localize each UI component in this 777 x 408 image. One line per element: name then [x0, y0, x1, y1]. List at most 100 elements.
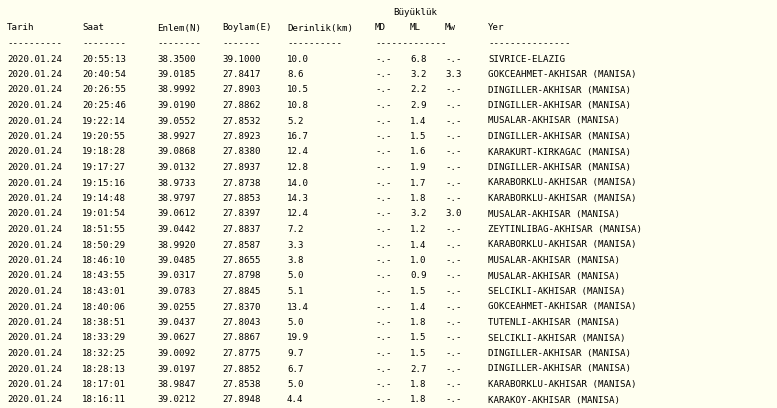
Text: 39.0197: 39.0197: [157, 364, 196, 373]
Text: 27.8923: 27.8923: [222, 132, 260, 141]
Text: 2020.01.24: 2020.01.24: [7, 349, 62, 358]
Text: 27.8837: 27.8837: [222, 225, 260, 234]
Text: -.-: -.-: [375, 225, 392, 234]
Text: -.-: -.-: [375, 55, 392, 64]
Text: 39.0255: 39.0255: [157, 302, 196, 311]
Text: 2020.01.24: 2020.01.24: [7, 287, 62, 296]
Text: 27.8043: 27.8043: [222, 318, 260, 327]
Text: 39.0627: 39.0627: [157, 333, 196, 342]
Text: 39.0442: 39.0442: [157, 225, 196, 234]
Text: -------: -------: [222, 39, 260, 48]
Text: 19:01:54: 19:01:54: [82, 209, 126, 219]
Text: 12.4: 12.4: [287, 209, 309, 219]
Text: 39.0132: 39.0132: [157, 163, 196, 172]
Text: -.-: -.-: [375, 287, 392, 296]
Text: TUTENLI-AKHISAR (MANISA): TUTENLI-AKHISAR (MANISA): [488, 318, 620, 327]
Text: -.-: -.-: [445, 179, 462, 188]
Text: 2020.01.24: 2020.01.24: [7, 318, 62, 327]
Text: 1.8: 1.8: [410, 318, 427, 327]
Text: -.-: -.-: [445, 240, 462, 250]
Text: 18:33:29: 18:33:29: [82, 333, 126, 342]
Text: 2020.01.24: 2020.01.24: [7, 117, 62, 126]
Text: 27.8845: 27.8845: [222, 287, 260, 296]
Text: -.-: -.-: [445, 256, 462, 265]
Text: 3.3: 3.3: [445, 70, 462, 79]
Text: 6.8: 6.8: [410, 55, 427, 64]
Text: 18:17:01: 18:17:01: [82, 380, 126, 389]
Text: 27.8852: 27.8852: [222, 364, 260, 373]
Text: -.-: -.-: [445, 333, 462, 342]
Text: 12.4: 12.4: [287, 148, 309, 157]
Text: MD: MD: [375, 24, 386, 33]
Text: 1.9: 1.9: [410, 163, 427, 172]
Text: Boylam(E): Boylam(E): [222, 24, 271, 33]
Text: 2020.01.24: 2020.01.24: [7, 101, 62, 110]
Text: 27.8380: 27.8380: [222, 148, 260, 157]
Text: Enlem(N): Enlem(N): [157, 24, 201, 33]
Text: 27.8948: 27.8948: [222, 395, 260, 404]
Text: 1.4: 1.4: [410, 302, 427, 311]
Text: -.-: -.-: [375, 240, 392, 250]
Text: 1.7: 1.7: [410, 179, 427, 188]
Text: 18:16:11: 18:16:11: [82, 395, 126, 404]
Text: DINGILLER-AKHISAR (MANISA): DINGILLER-AKHISAR (MANISA): [488, 349, 631, 358]
Text: 2020.01.24: 2020.01.24: [7, 86, 62, 95]
Text: 5.0: 5.0: [287, 318, 304, 327]
Text: 27.8587: 27.8587: [222, 240, 260, 250]
Text: KARABORKLU-AKHISAR (MANISA): KARABORKLU-AKHISAR (MANISA): [488, 194, 636, 203]
Text: -.-: -.-: [445, 364, 462, 373]
Text: -------------: -------------: [375, 39, 447, 48]
Text: MUSALAR-AKHISAR (MANISA): MUSALAR-AKHISAR (MANISA): [488, 117, 620, 126]
Text: 10.0: 10.0: [287, 55, 309, 64]
Text: -.-: -.-: [375, 194, 392, 203]
Text: 3.8: 3.8: [287, 256, 304, 265]
Text: MUSALAR-AKHISAR (MANISA): MUSALAR-AKHISAR (MANISA): [488, 209, 620, 219]
Text: -.-: -.-: [445, 271, 462, 281]
Text: 27.8397: 27.8397: [222, 209, 260, 219]
Text: 39.0190: 39.0190: [157, 101, 196, 110]
Text: 1.5: 1.5: [410, 287, 427, 296]
Text: 3.3: 3.3: [287, 240, 304, 250]
Text: 20:25:46: 20:25:46: [82, 101, 126, 110]
Text: -.-: -.-: [445, 349, 462, 358]
Text: --------: --------: [82, 39, 126, 48]
Text: -.-: -.-: [445, 55, 462, 64]
Text: SELCIKLI-AKHISAR (MANISA): SELCIKLI-AKHISAR (MANISA): [488, 333, 625, 342]
Text: 18:43:01: 18:43:01: [82, 287, 126, 296]
Text: 19:17:27: 19:17:27: [82, 163, 126, 172]
Text: 1.4: 1.4: [410, 117, 427, 126]
Text: DINGILLER-AKHISAR (MANISA): DINGILLER-AKHISAR (MANISA): [488, 132, 631, 141]
Text: 3.2: 3.2: [410, 209, 427, 219]
Text: 2020.01.24: 2020.01.24: [7, 240, 62, 250]
Text: KARABORKLU-AKHISAR (MANISA): KARABORKLU-AKHISAR (MANISA): [488, 380, 636, 389]
Text: 1.2: 1.2: [410, 225, 427, 234]
Text: 39.0437: 39.0437: [157, 318, 196, 327]
Text: 2020.01.24: 2020.01.24: [7, 179, 62, 188]
Text: -.-: -.-: [445, 302, 462, 311]
Text: -.-: -.-: [445, 132, 462, 141]
Text: Yer: Yer: [488, 24, 504, 33]
Text: 3.0: 3.0: [445, 209, 462, 219]
Text: KARABORKLU-AKHISAR (MANISA): KARABORKLU-AKHISAR (MANISA): [488, 179, 636, 188]
Text: 39.1000: 39.1000: [222, 55, 260, 64]
Text: -.-: -.-: [375, 380, 392, 389]
Text: 39.0612: 39.0612: [157, 209, 196, 219]
Text: 2020.01.24: 2020.01.24: [7, 364, 62, 373]
Text: -.-: -.-: [445, 225, 462, 234]
Text: 27.8775: 27.8775: [222, 349, 260, 358]
Text: 2020.01.24: 2020.01.24: [7, 380, 62, 389]
Text: 14.3: 14.3: [287, 194, 309, 203]
Text: -.-: -.-: [445, 395, 462, 404]
Text: -.-: -.-: [445, 380, 462, 389]
Text: 39.0485: 39.0485: [157, 256, 196, 265]
Text: GOKCEAHMET-AKHISAR (MANISA): GOKCEAHMET-AKHISAR (MANISA): [488, 70, 636, 79]
Text: Saat: Saat: [82, 24, 104, 33]
Text: 18:40:06: 18:40:06: [82, 302, 126, 311]
Text: 2020.01.24: 2020.01.24: [7, 148, 62, 157]
Text: -.-: -.-: [375, 209, 392, 219]
Text: 2020.01.24: 2020.01.24: [7, 132, 62, 141]
Text: 2.7: 2.7: [410, 364, 427, 373]
Text: -.-: -.-: [375, 256, 392, 265]
Text: 27.8862: 27.8862: [222, 101, 260, 110]
Text: 5.0: 5.0: [287, 380, 304, 389]
